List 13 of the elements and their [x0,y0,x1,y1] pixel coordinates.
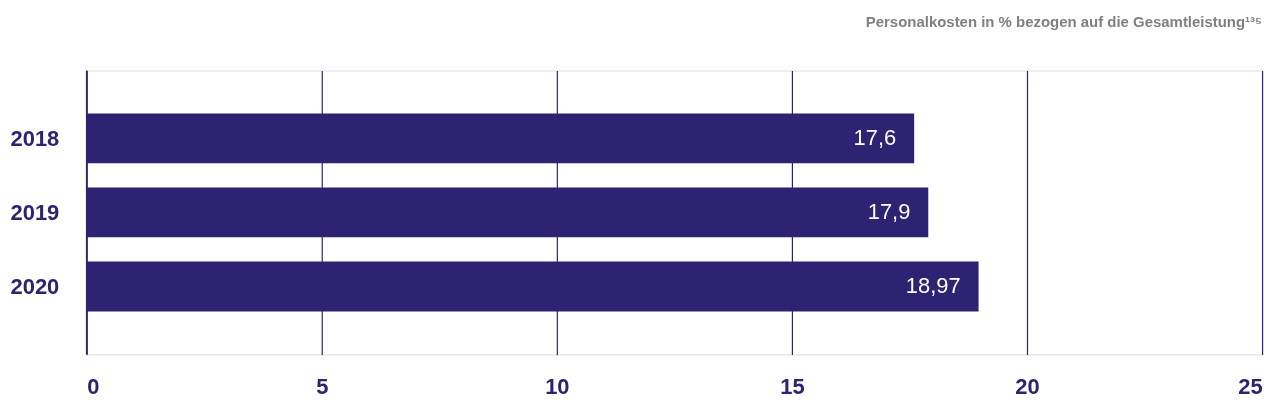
data-label: 18,97 [905,273,961,299]
y-tick-label: 2018 [10,125,60,151]
x-tick-label: 15 [780,373,805,399]
x-tick-label: 0 [87,373,100,399]
chart-title: Personalkosten in % bezogen auf die Gesamtleistung¹³⁵ [865,12,1263,30]
y-tick-label: 2019 [10,199,60,225]
x-tick-label: 10 [545,373,570,399]
y-tick-label: 2020 [10,273,60,299]
data-label: 17,6 [853,125,897,151]
x-tick-label: 5 [316,373,329,399]
x-tick-label: 25 [1238,373,1263,399]
x-tick-label: 20 [1015,373,1040,399]
data-label: 17,9 [867,199,911,225]
